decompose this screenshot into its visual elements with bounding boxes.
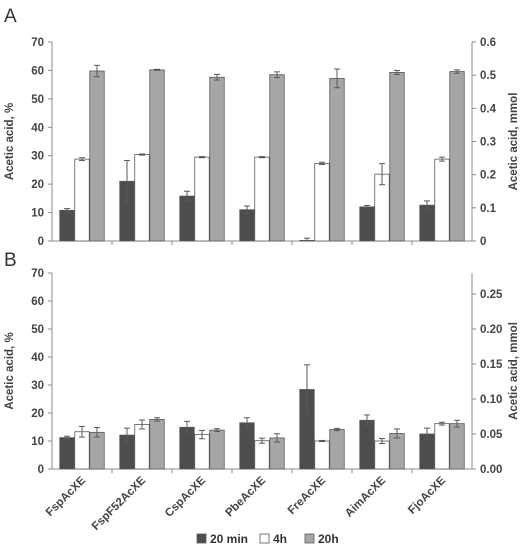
y-tick-label: 30 <box>31 151 44 163</box>
y-axis-title: Acetic acid, % <box>4 103 16 180</box>
bar <box>239 209 255 242</box>
y-tick-label: 30 <box>31 380 44 392</box>
legend-label: 20h <box>318 532 339 546</box>
panel-a: A 0 10 20 30 40 50 60 70 0 0.1 0.2 0.3 0.4 0.5 0.6 Aceti… <box>4 6 520 248</box>
y-axis-title: Acetic acid, % <box>4 332 16 409</box>
y2-tick-label: 0.2 <box>480 170 496 182</box>
y-tick-label: 40 <box>31 352 44 364</box>
bar <box>314 440 330 470</box>
x-category-label: AimAcXE <box>343 474 388 519</box>
legend-swatch <box>196 533 207 544</box>
legend-swatch <box>304 533 315 544</box>
bar <box>269 74 285 242</box>
y2-tick-label: 0.3 <box>480 137 496 149</box>
bar <box>89 431 105 470</box>
bar <box>209 429 225 470</box>
bar <box>359 419 375 470</box>
bar <box>329 429 345 470</box>
bar <box>194 156 210 242</box>
bar <box>374 440 390 470</box>
bar <box>254 440 270 470</box>
legend-swatch <box>259 533 270 544</box>
y2-axis-title: Acetic acid, mmol <box>508 93 520 191</box>
y-tick-label: 0 <box>38 464 44 476</box>
bar <box>329 77 345 242</box>
bar <box>209 76 225 242</box>
bar <box>239 422 255 470</box>
y2-tick-label: 0.6 <box>480 37 496 49</box>
x-category-label: FjoAcXE <box>406 474 448 516</box>
y-tick-label: 60 <box>31 65 44 77</box>
bar <box>419 204 435 242</box>
y2-tick-label: 0.10 <box>480 394 502 406</box>
x-category-label: FspAcXE <box>44 474 88 518</box>
bar <box>149 69 165 242</box>
y-tick-label: 20 <box>31 179 44 191</box>
bar <box>134 154 150 242</box>
bar <box>434 158 450 242</box>
x-category-label: FspF52AcXE <box>90 474 148 532</box>
bar <box>449 423 465 470</box>
y-tick-label: 50 <box>31 94 44 106</box>
bar <box>59 437 75 470</box>
y2-tick-label: 0.05 <box>480 429 503 441</box>
panel-label: B <box>4 250 17 271</box>
bar <box>434 423 450 470</box>
bar <box>389 72 405 242</box>
y2-tick-label: 0.1 <box>480 203 497 215</box>
x-category-label: FreAcXE <box>286 474 329 517</box>
bar <box>254 156 270 242</box>
y2-tick-label: 0.20 <box>480 324 502 336</box>
y2-axis-title: Acetic acid, mmol <box>508 322 520 420</box>
y-tick-label: 10 <box>31 208 44 220</box>
y2-tick-label: 0.4 <box>480 103 497 115</box>
bar <box>134 424 150 470</box>
y-tick-label: 10 <box>31 436 44 448</box>
bar <box>389 433 405 470</box>
bar <box>89 70 105 242</box>
y2-tick-label: 0 <box>480 236 486 248</box>
y-tick-label: 40 <box>31 122 44 134</box>
panel-label: A <box>4 6 17 27</box>
bar <box>59 209 75 242</box>
y2-tick-label: 0.00 <box>480 464 502 476</box>
legend-label: 20 min <box>210 532 248 546</box>
bar <box>359 206 375 242</box>
y2-tick-label: 0.5 <box>480 70 497 82</box>
bar <box>449 71 465 242</box>
bar <box>314 162 330 242</box>
y-tick-label: 50 <box>31 324 44 336</box>
y-tick-label: 0 <box>38 236 44 248</box>
y-tick-label: 60 <box>31 296 44 308</box>
legend-label: 4h <box>273 532 287 546</box>
bar <box>179 195 195 242</box>
y-tick-label: 70 <box>31 268 44 280</box>
y-tick-label: 20 <box>31 408 44 420</box>
panel-b: B 0 10 20 30 40 50 60 70 0.00 0.05 0.10 0.15 0.20 0.25… <box>4 250 520 533</box>
y2-tick-label: 0.25 <box>480 289 503 301</box>
bar <box>149 419 165 470</box>
bar <box>194 434 210 470</box>
y-tick-label: 70 <box>31 37 44 49</box>
x-category-label: CspAcXE <box>163 474 208 519</box>
legend: 20 min 4h 20h <box>196 532 339 546</box>
bar <box>74 158 90 242</box>
x-category-label: PbeAcXE <box>223 474 268 519</box>
y2-tick-label: 0.15 <box>480 359 503 371</box>
